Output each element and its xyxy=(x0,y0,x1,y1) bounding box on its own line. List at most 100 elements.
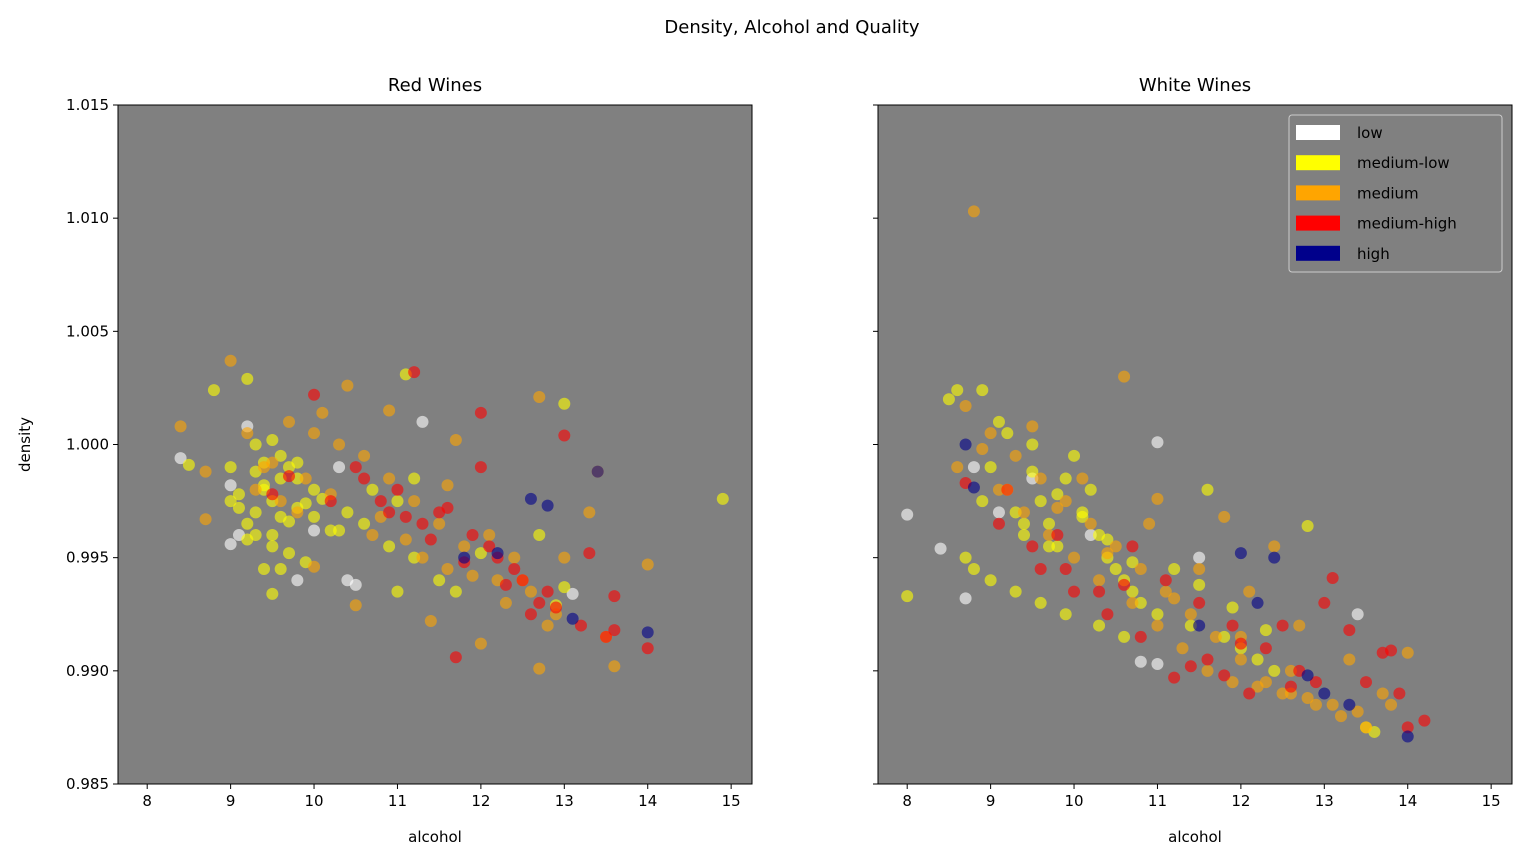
point-medium-low xyxy=(1017,529,1030,542)
point-medium xyxy=(1034,472,1047,485)
point-medium xyxy=(1385,698,1398,711)
point-medium xyxy=(1059,495,1072,508)
point-medium-high xyxy=(508,562,521,575)
point-medium-high xyxy=(374,495,387,508)
point-medium-high xyxy=(1126,540,1139,553)
x-tick-label: 8 xyxy=(902,792,912,810)
point-medium-low xyxy=(249,506,262,519)
point-medium xyxy=(224,354,237,367)
point-medium-high xyxy=(608,624,621,637)
point-medium xyxy=(1251,680,1264,693)
point-medium xyxy=(1293,619,1306,632)
point-medium xyxy=(1017,506,1030,519)
point-medium xyxy=(316,406,329,419)
x-tick-label: 9 xyxy=(226,792,236,810)
x-tick-label: 15 xyxy=(1482,792,1501,810)
point-high xyxy=(566,612,579,625)
point-medium-high xyxy=(1159,574,1172,587)
point-low xyxy=(224,479,237,492)
point-medium xyxy=(1076,472,1089,485)
point-medium xyxy=(1193,562,1206,575)
point-medium-high xyxy=(1026,540,1039,553)
point-medium-high xyxy=(391,483,404,496)
point-low xyxy=(1351,608,1364,621)
point-medium-high xyxy=(349,461,362,474)
point-low xyxy=(901,508,914,521)
point-medium-high xyxy=(1101,608,1114,621)
point-high xyxy=(1268,551,1281,564)
point-medium-low xyxy=(224,495,237,508)
point-medium-high xyxy=(449,651,462,664)
point-high xyxy=(524,492,537,505)
point-medium-low xyxy=(1226,601,1239,614)
point-medium-low xyxy=(1026,465,1039,478)
point-medium-high xyxy=(541,585,554,598)
x-tick-label: 15 xyxy=(722,792,741,810)
point-medium-low xyxy=(324,524,337,537)
point-high xyxy=(591,465,604,478)
point-medium xyxy=(1118,370,1131,383)
point-medium-low xyxy=(558,397,571,410)
legend-swatch-medium xyxy=(1296,185,1340,201)
point-medium-high xyxy=(1418,714,1431,727)
point-medium-low xyxy=(274,510,287,523)
point-medium-high xyxy=(474,461,487,474)
point-medium-low xyxy=(1009,585,1022,598)
point-medium-high xyxy=(600,630,613,643)
y-tick-label: 1.005 xyxy=(66,322,109,340)
point-medium-high xyxy=(549,601,562,614)
point-high xyxy=(1193,619,1206,632)
legend-swatch-medium-high xyxy=(1296,215,1340,231)
point-medium-low xyxy=(1168,562,1181,575)
point-high xyxy=(491,547,504,560)
point-medium xyxy=(283,415,296,428)
point-medium xyxy=(416,551,429,564)
y-tick-label: 1.000 xyxy=(66,436,109,454)
point-medium-high xyxy=(1134,630,1147,643)
point-medium-high xyxy=(424,533,437,546)
point-medium-low xyxy=(257,562,270,575)
point-medium xyxy=(1151,492,1164,505)
point-medium xyxy=(1101,547,1114,560)
point-medium xyxy=(1176,642,1189,655)
point-high xyxy=(1251,596,1264,609)
legend-box xyxy=(1288,114,1503,273)
point-high xyxy=(967,481,980,494)
y-ticks-white xyxy=(873,104,878,785)
point-medium xyxy=(1143,517,1156,530)
point-medium-high xyxy=(324,495,337,508)
point-medium-high xyxy=(1284,680,1297,693)
subplot-title-white: White Wines xyxy=(1139,75,1251,96)
legend-swatch-high xyxy=(1296,245,1340,261)
point-medium-high xyxy=(399,510,412,523)
point-medium-low xyxy=(1126,556,1139,569)
point-low xyxy=(308,524,321,537)
point-high xyxy=(1234,547,1247,560)
point-medium xyxy=(1401,646,1414,659)
point-medium-high xyxy=(308,388,321,401)
point-medium xyxy=(383,404,396,417)
point-medium-low xyxy=(558,581,571,594)
point-medium-high xyxy=(1393,687,1406,700)
x-tick-label: 9 xyxy=(986,792,996,810)
y-tick-label: 0.990 xyxy=(66,662,109,680)
point-medium xyxy=(533,662,546,675)
point-medium xyxy=(199,465,212,478)
point-medium xyxy=(1184,608,1197,621)
point-medium xyxy=(366,529,379,542)
point-medium-high xyxy=(608,590,621,603)
point-low xyxy=(992,506,1005,519)
point-low xyxy=(959,592,972,605)
point-medium-high xyxy=(1168,671,1181,684)
point-medium-high xyxy=(1234,637,1247,650)
point-medium xyxy=(1209,630,1222,643)
y-tick-label: 0.995 xyxy=(66,549,109,567)
point-medium xyxy=(1093,574,1106,587)
scatter-points-white xyxy=(901,205,1431,743)
x-tick-label: 14 xyxy=(1398,792,1417,810)
point-medium xyxy=(449,433,462,446)
y-tick-label: 1.010 xyxy=(66,209,109,227)
point-medium xyxy=(1126,596,1139,609)
point-medium xyxy=(308,560,321,573)
point-medium xyxy=(1234,653,1247,666)
